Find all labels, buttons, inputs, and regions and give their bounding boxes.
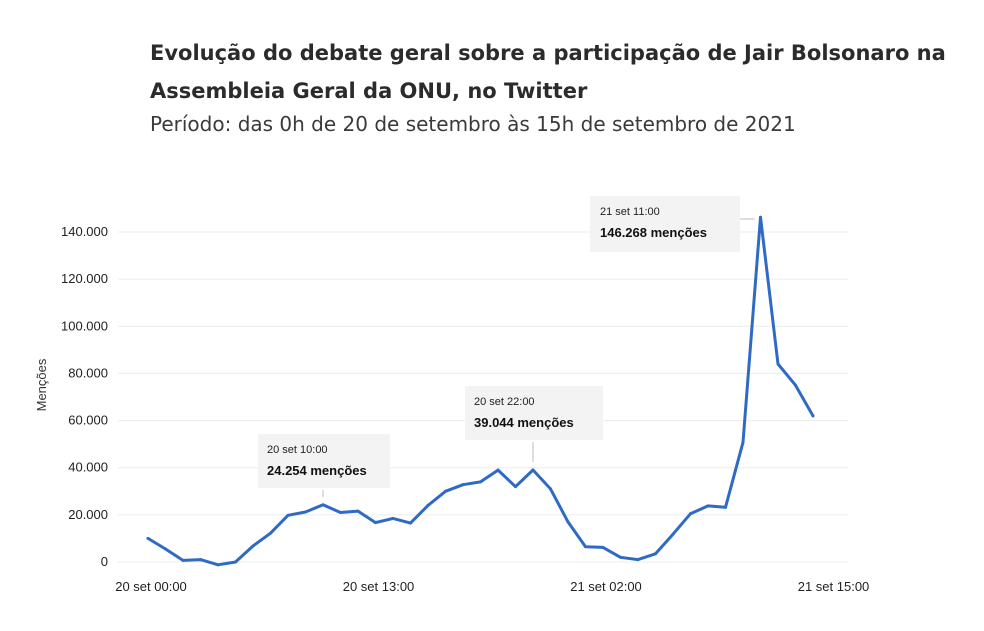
data-point	[619, 555, 622, 559]
data-point	[811, 414, 815, 418]
data-point	[444, 489, 447, 493]
data-point	[514, 485, 517, 489]
y-tick-label: 20.000	[68, 507, 108, 522]
data-point	[724, 505, 727, 509]
data-point	[339, 511, 342, 514]
annotation-box	[465, 386, 603, 440]
x-tick-label: 20 set 13:00	[343, 579, 415, 594]
data-point	[671, 532, 675, 536]
data-point	[531, 468, 535, 472]
x-axis-ticks: 20 set 00:00 20 set 13:00 21 set 02:00 21 s…	[115, 579, 869, 594]
data-point	[741, 440, 745, 444]
data-point	[461, 483, 465, 487]
data-point	[356, 509, 360, 513]
x-tick-label: 20 set 00:00	[115, 579, 187, 594]
annotation-value: 146.268 menções	[600, 225, 707, 240]
annotation-date: 21 set 11:00	[600, 206, 660, 218]
y-axis-ticks: 0 20.000 40.000 60.000 80.000 100.000 120.000 1…	[61, 224, 108, 569]
data-point	[216, 563, 220, 567]
x-tick-label: 21 set 15:00	[798, 579, 870, 594]
chart-title: Evolução do debate geral sobre a partici…	[150, 41, 946, 103]
y-axis-label: Menções	[34, 358, 49, 411]
annotation-value: 24.254 menções	[267, 463, 367, 478]
data-point	[759, 215, 762, 219]
data-point	[181, 558, 185, 562]
data-point	[234, 560, 237, 564]
annotation-date: 20 set 10:00	[267, 444, 328, 456]
annotation-box	[258, 434, 390, 488]
data-point	[426, 503, 430, 507]
annotation-value: 39.044 menções	[474, 415, 574, 430]
data-point	[286, 513, 290, 517]
y-tick-label: 100.000	[61, 318, 108, 333]
data-point	[479, 480, 482, 484]
y-tick-label: 0	[101, 554, 108, 569]
chart-subtitle: Período: das 0h de 20 de setembro às 15h…	[150, 112, 796, 136]
data-point	[251, 544, 255, 548]
data-point	[496, 468, 500, 472]
series-mencoes	[146, 215, 815, 567]
data-point	[584, 545, 587, 549]
y-tick-label: 60.000	[68, 413, 108, 428]
data-point	[374, 521, 377, 525]
data-point	[146, 536, 150, 540]
annotation-date: 20 set 22:00	[474, 396, 535, 408]
data-point	[654, 552, 657, 556]
data-point	[601, 545, 605, 549]
annotation-box	[590, 196, 740, 252]
data-point	[566, 520, 570, 524]
y-tick-label: 140.000	[61, 224, 108, 239]
data-point	[689, 512, 692, 516]
y-tick-label: 120.000	[61, 271, 108, 286]
x-tick-label: 21 set 02:00	[570, 579, 642, 594]
annotation: 20 set 22:00 39.044 menções	[465, 386, 603, 462]
data-point	[794, 383, 797, 387]
data-point	[199, 558, 202, 562]
y-tick-label: 80.000	[68, 365, 108, 380]
y-tick-label: 40.000	[68, 460, 108, 475]
data-point	[706, 504, 710, 508]
data-point	[269, 531, 272, 535]
data-point	[549, 487, 552, 491]
data-point	[409, 521, 412, 525]
data-point	[164, 547, 167, 551]
data-point	[304, 510, 307, 514]
data-point	[391, 516, 395, 520]
annotation: 20 set 10:00 24.254 menções	[258, 434, 390, 497]
annotations: 20 set 10:00 24.254 menções 20 set 22:00 39…	[258, 196, 755, 497]
data-point	[636, 558, 640, 562]
data-point	[776, 362, 780, 366]
annotation: 21 set 11:00 146.268 menções	[590, 196, 755, 252]
data-point	[321, 503, 325, 507]
